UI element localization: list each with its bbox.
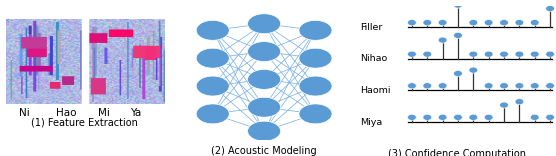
Circle shape [438,83,447,89]
Circle shape [408,114,416,120]
Circle shape [515,83,524,89]
Circle shape [454,2,462,8]
Ellipse shape [247,42,281,61]
Ellipse shape [247,97,281,117]
Circle shape [546,5,554,12]
Ellipse shape [299,48,332,68]
Text: Ya: Ya [130,108,141,118]
Text: Hao: Hao [56,108,76,118]
Ellipse shape [196,20,229,40]
Circle shape [469,51,478,57]
Ellipse shape [299,76,332,96]
Circle shape [515,99,524,105]
Circle shape [423,114,431,120]
Ellipse shape [196,76,229,96]
Circle shape [530,20,539,26]
Text: (1) Feature Extraction: (1) Feature Extraction [31,117,138,127]
Circle shape [454,71,462,77]
Circle shape [484,51,493,57]
Ellipse shape [247,69,281,89]
Text: Mi: Mi [98,108,110,118]
Circle shape [500,20,508,26]
Text: Nihao: Nihao [361,54,388,63]
Text: Miya: Miya [361,117,383,127]
Circle shape [423,83,431,89]
Circle shape [484,20,493,26]
Circle shape [530,114,539,120]
Circle shape [454,32,462,38]
Circle shape [423,51,431,57]
Ellipse shape [247,14,281,34]
Circle shape [484,114,493,120]
Circle shape [408,20,416,26]
Circle shape [546,83,554,89]
Circle shape [408,83,416,89]
Circle shape [530,83,539,89]
Circle shape [469,67,478,73]
Circle shape [469,20,478,26]
Circle shape [500,102,508,108]
Text: (3) Confidence Computation: (3) Confidence Computation [388,149,527,156]
Circle shape [546,114,554,120]
Circle shape [454,114,462,120]
Circle shape [408,51,416,57]
Circle shape [515,20,524,26]
Circle shape [484,83,493,89]
Circle shape [423,20,431,26]
Text: Filler: Filler [361,23,383,32]
Circle shape [438,114,447,120]
Ellipse shape [196,48,229,68]
Circle shape [546,51,554,57]
Circle shape [438,20,447,26]
Ellipse shape [196,104,229,124]
Circle shape [500,83,508,89]
Text: Haomi: Haomi [361,86,391,95]
Circle shape [469,114,478,120]
Ellipse shape [299,20,332,40]
Circle shape [530,51,539,57]
Ellipse shape [247,121,281,141]
Text: Ni: Ni [19,108,30,118]
Circle shape [515,51,524,57]
Text: (2) Acoustic Modeling: (2) Acoustic Modeling [211,146,317,156]
Ellipse shape [299,104,332,124]
Circle shape [500,51,508,57]
Circle shape [438,37,447,43]
